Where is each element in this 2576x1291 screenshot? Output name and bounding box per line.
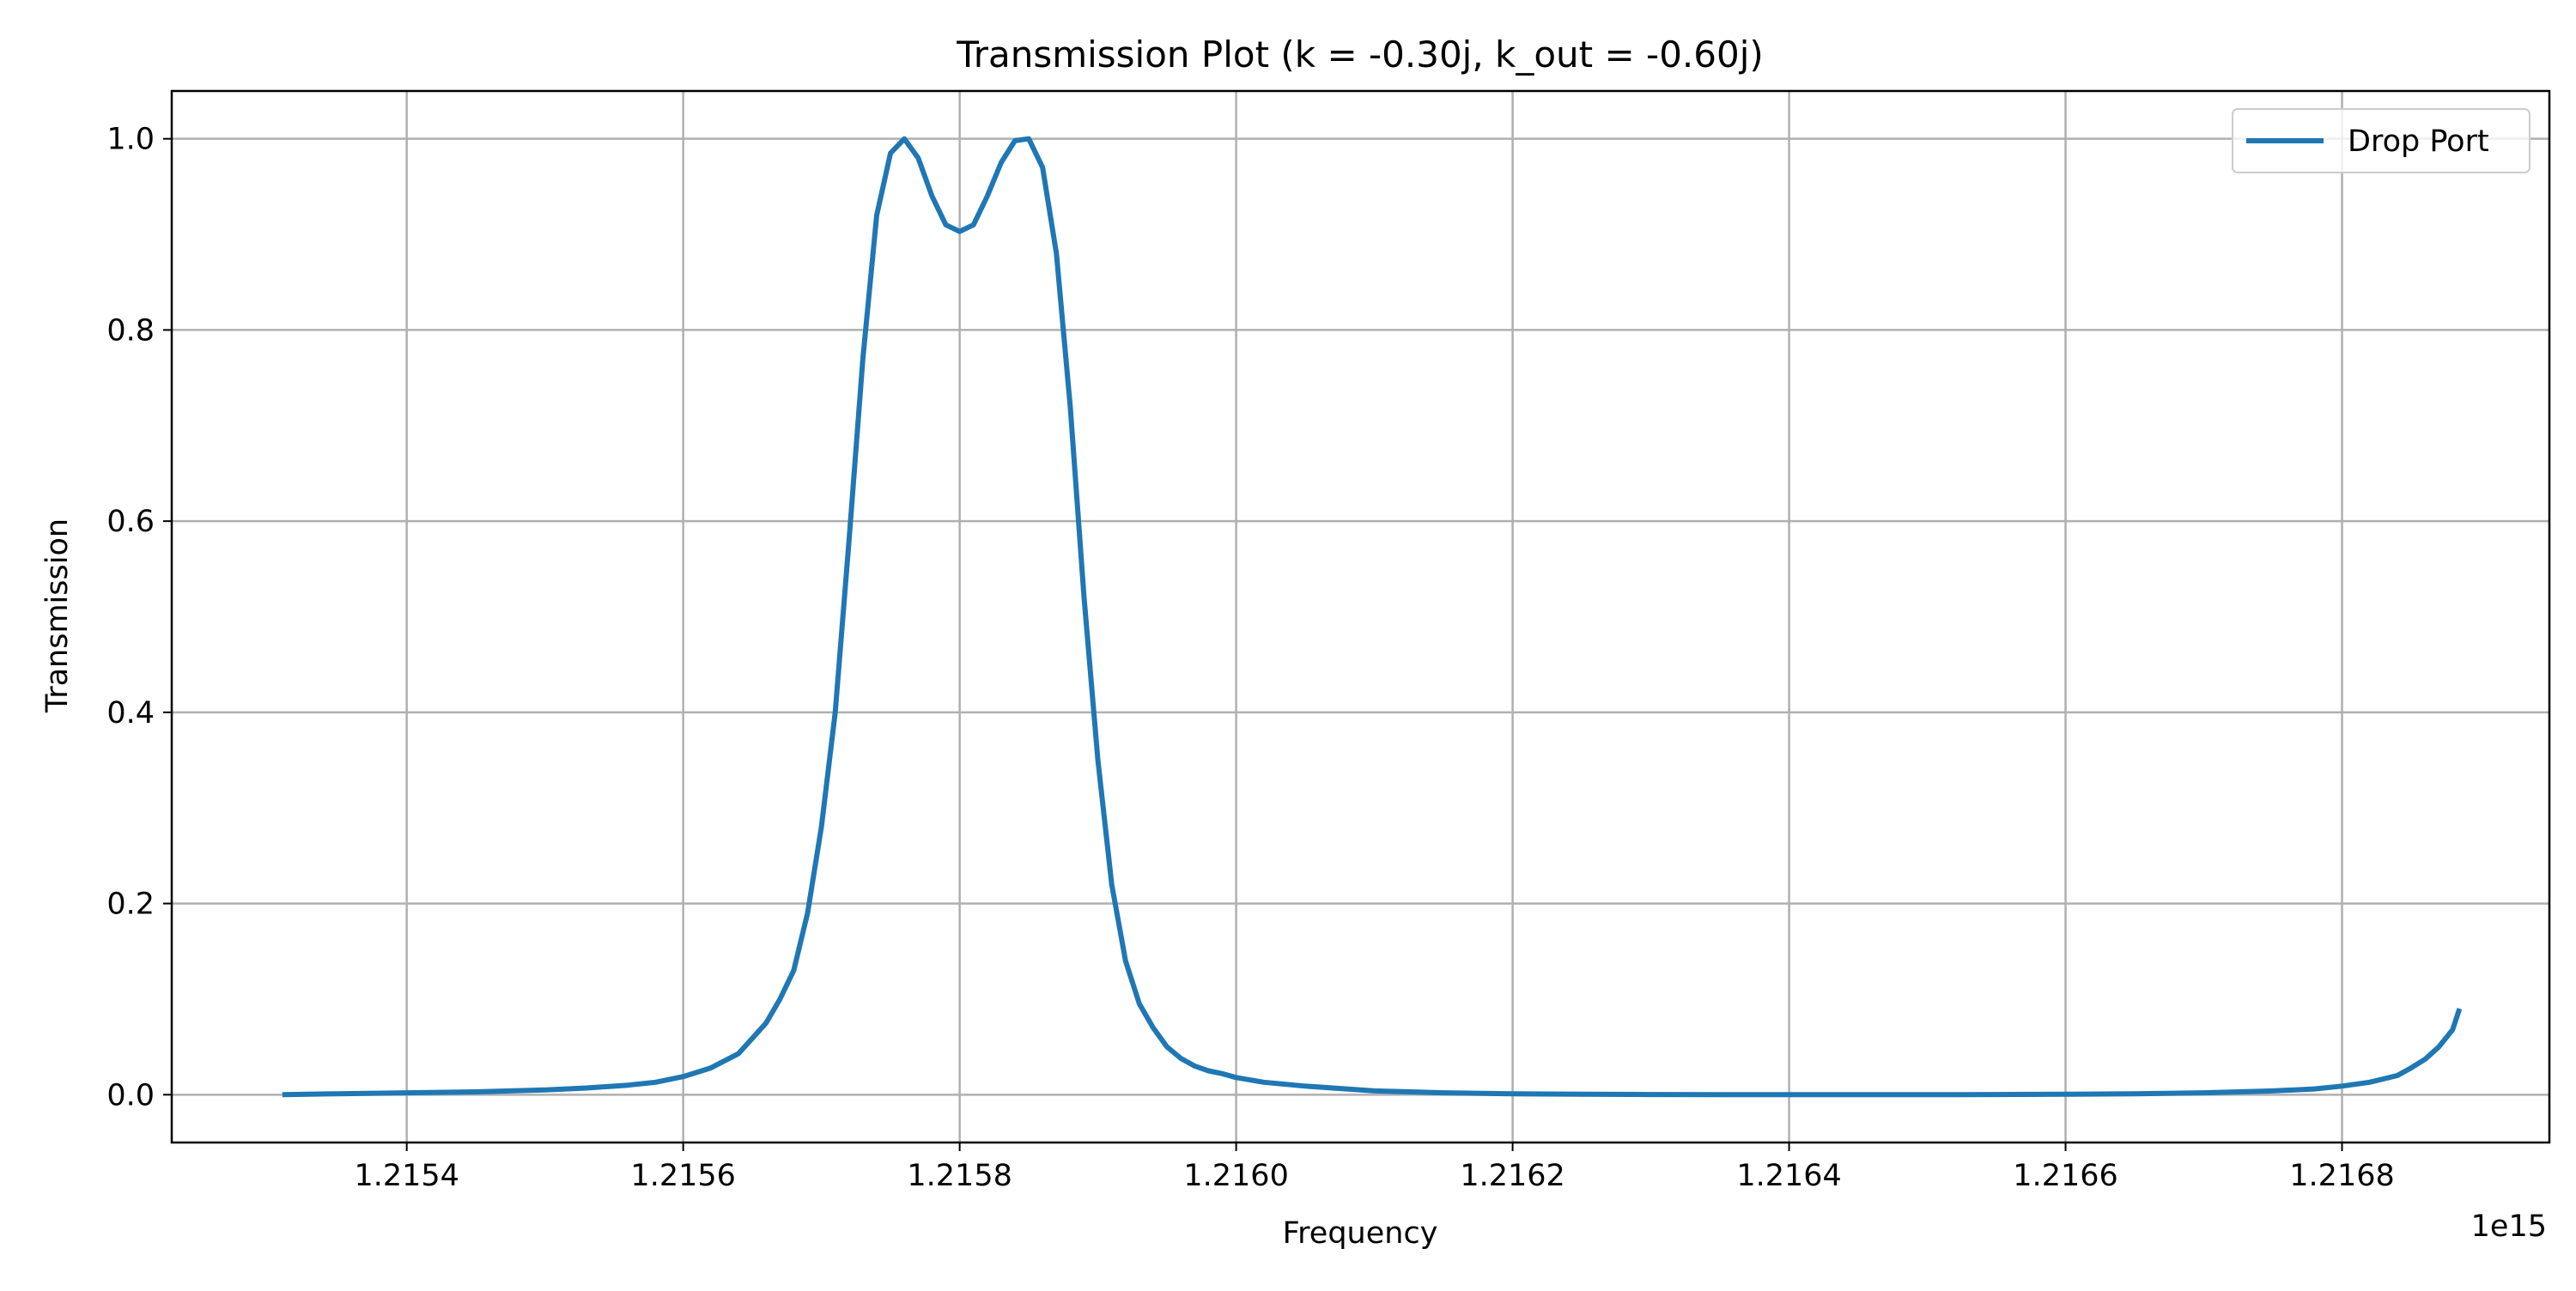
legend: Drop Port — [2232, 108, 2530, 173]
x-tick-label: 1.2164 — [1736, 1159, 1841, 1193]
series-line-drop-port — [282, 136, 2463, 1098]
grid — [172, 91, 2549, 1143]
y-tick-label: 1.0 — [106, 123, 155, 157]
y-tick-label: 0.8 — [106, 313, 155, 348]
plot-area-frame — [170, 89, 2551, 1144]
x-axis-offset-label: 1e15 — [2471, 1209, 2547, 1244]
y-axis-label: Transmission — [40, 518, 75, 713]
axes — [170, 89, 2551, 1144]
x-tick-label: 1.2160 — [1183, 1159, 1288, 1193]
y-tick-label: 0.2 — [106, 888, 155, 922]
x-tick-label: 1.2166 — [2013, 1159, 2117, 1193]
x-axis-label: Frequency — [1283, 1216, 1438, 1251]
y-tick-label: 0.0 — [106, 1078, 155, 1112]
y-tick-label: 0.4 — [106, 696, 155, 730]
legend-label-drop-port: Drop Port — [2348, 124, 2489, 159]
x-tick-label: 1.2162 — [1460, 1159, 1564, 1193]
x-tick-label: 1.2154 — [354, 1159, 459, 1193]
x-tick-label: 1.2168 — [2289, 1159, 2394, 1193]
x-tick-label: 1.2156 — [630, 1159, 735, 1193]
legend-frame — [2232, 108, 2530, 173]
x-tick-label: 1.2158 — [907, 1159, 1012, 1193]
ticks: 1.2154 1.2156 1.2158 1.2160 1.2162 1.2164 1.21… — [106, 123, 2394, 1193]
chart-title: Transmission Plot (k = -0.30j, k_out = -… — [956, 33, 1764, 76]
y-tick-label: 0.6 — [106, 505, 155, 539]
series-layer — [282, 136, 2463, 1098]
